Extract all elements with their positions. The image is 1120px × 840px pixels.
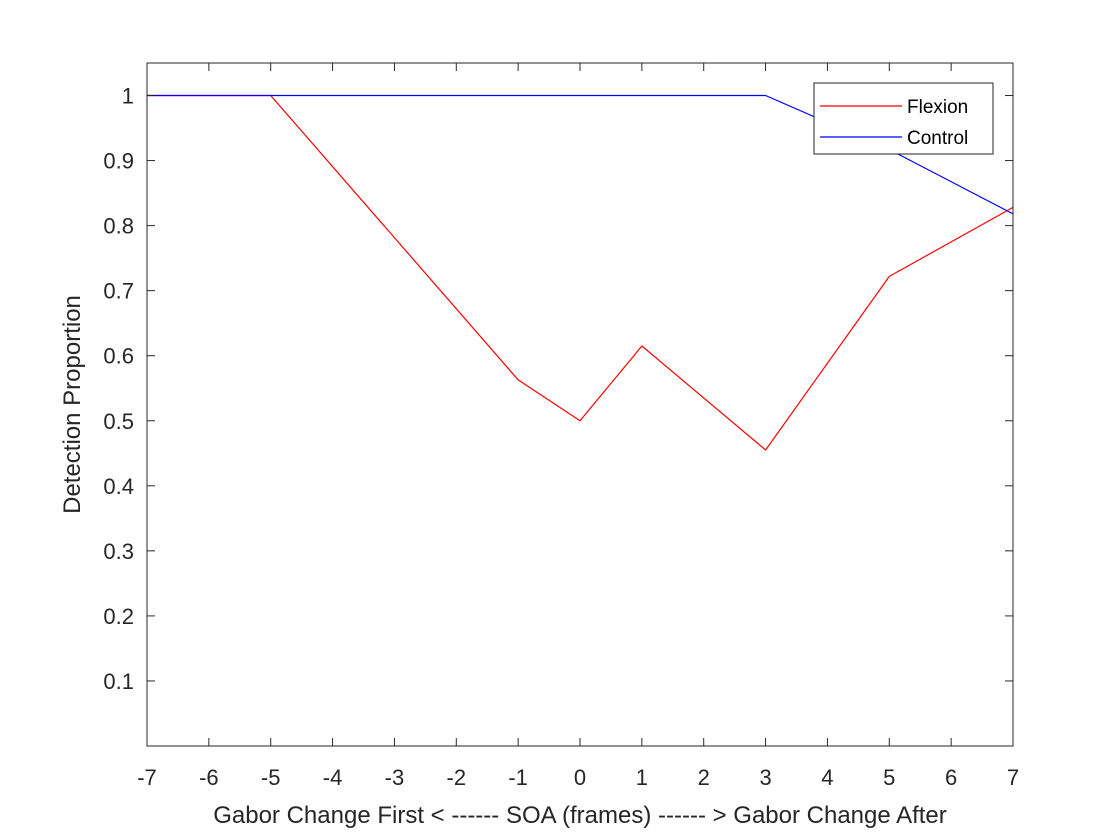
y-tick-label: 0.5 [103,409,134,434]
x-tick-label: -3 [385,765,405,790]
y-tick-label: 0.3 [103,539,134,564]
x-tick-label: 5 [883,765,895,790]
legend-box [813,82,994,155]
plot-area [147,63,1013,746]
y-tick-label: 0.8 [103,214,134,239]
legend-label-control: Control [907,128,968,149]
y-tick-label: 0.1 [103,669,134,694]
x-tick-label: 1 [636,765,648,790]
tick-layer: -7 -6 -5 -4 -3 -2 -1 0 1 2 3 4 5 6 7 0.1 0.2 0.3 0.4 0.5 0.6… [103,63,1019,790]
y-tick-label: 1 [122,84,134,109]
legend: Flexion Control [813,82,994,155]
series-line-flexion [147,94,1014,451]
x-tick-label: 7 [1007,765,1019,790]
y-tick-label: 0.4 [103,474,134,499]
y-tick-label: 0.2 [103,604,134,629]
legend-label-flexion: Flexion [907,97,968,118]
x-tick-label: 6 [945,765,957,790]
x-tick-label: -5 [261,765,281,790]
x-tick-label: 3 [759,765,771,790]
x-tick-label: -6 [199,765,219,790]
y-tick-label: 0.9 [103,149,134,174]
x-tick-label: 0 [574,765,586,790]
x-axis-label: Gabor Change First < ------ SOA (frames)… [213,802,947,829]
x-tick-label: 2 [698,765,710,790]
y-axis-label: Detection Proportion [59,295,86,514]
x-tick-label: -7 [137,765,157,790]
y-tick-label: 0.7 [103,279,134,304]
x-tick-label: 4 [821,765,833,790]
y-tick-label: 0.6 [103,344,134,369]
x-tick-label: -1 [508,765,528,790]
x-tick-label: -2 [447,765,467,790]
x-tick-label: -4 [323,765,343,790]
axes-box [146,62,1014,747]
